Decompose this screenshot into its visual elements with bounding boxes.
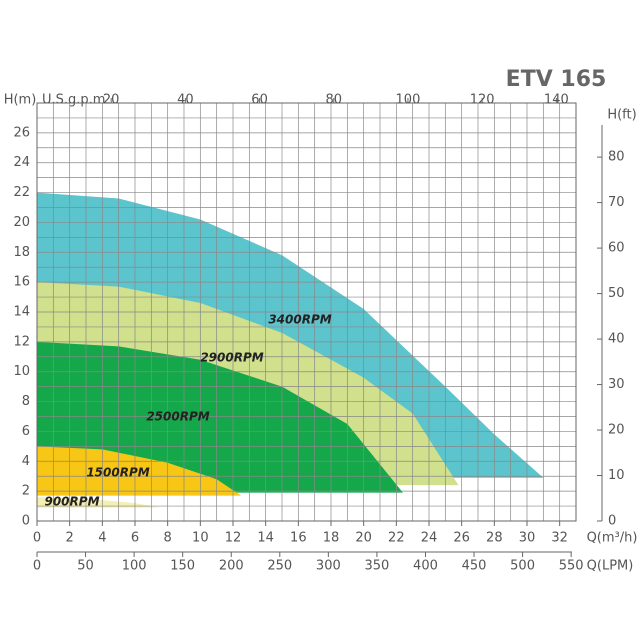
- x2-tick-label: 140: [544, 93, 569, 108]
- x-tick-label: 6: [131, 531, 139, 546]
- y2-tick-label: 50: [608, 286, 625, 301]
- y-tick-label: 14: [13, 305, 30, 320]
- x3-tick-label: 350: [364, 559, 389, 574]
- x-tick-label: 4: [98, 531, 106, 546]
- x2-tick-label: 20: [103, 93, 120, 108]
- y2-tick-label: 40: [608, 332, 625, 347]
- x3-tick-label: 250: [267, 559, 292, 574]
- y-tick-label: 18: [13, 245, 30, 260]
- x3-tick-label: 200: [219, 559, 244, 574]
- x3-tick-label: 300: [316, 559, 341, 574]
- x-tick-label: 18: [323, 531, 340, 546]
- y2-tick-label: 10: [608, 468, 625, 483]
- x3-tick-label: 400: [413, 559, 438, 574]
- y-tick-label: 24: [13, 155, 30, 170]
- y2-tick-label: 70: [608, 195, 625, 210]
- y2-tick-label: 20: [608, 423, 625, 438]
- x2-tick-label: 120: [470, 93, 495, 108]
- x2-tick-label: 100: [396, 93, 421, 108]
- y2-axis-label: H(ft): [607, 108, 636, 123]
- x-tick-label: 30: [519, 531, 536, 546]
- y-tick-label: 2: [22, 484, 30, 499]
- chart-title: ETV 165: [506, 67, 607, 92]
- x3-tick-label: 450: [462, 559, 487, 574]
- area: [37, 446, 242, 496]
- y-tick-label: 16: [13, 275, 30, 290]
- y-tick-label: 0: [22, 514, 30, 529]
- x-tick-label: 10: [192, 531, 209, 546]
- x3-tick-label: 500: [510, 559, 535, 574]
- x-tick-label: 16: [290, 531, 307, 546]
- x-tick-label: 32: [551, 531, 568, 546]
- x3-axis-label: Q(LPM): [587, 559, 634, 574]
- y-tick-label: 10: [13, 364, 30, 379]
- y2-tick-label: 30: [608, 377, 625, 392]
- y-tick-label: 6: [22, 424, 30, 439]
- x3-tick-label: 550: [559, 559, 584, 574]
- x3-tick-label: 100: [122, 559, 147, 574]
- series-label: 900RPM: [44, 495, 99, 509]
- y-tick-label: 4: [22, 454, 30, 469]
- area: [37, 497, 160, 508]
- x2-tick-label: 60: [251, 93, 268, 108]
- x2-axis-label: U.S.g.p.m: [42, 93, 105, 108]
- y2-tick-label: 80: [608, 150, 625, 165]
- grid: [36, 103, 576, 522]
- x2-tick-label: 80: [325, 93, 342, 108]
- x-tick-label: 0: [33, 531, 41, 546]
- series-label: 2500RPM: [146, 410, 209, 424]
- x-tick-label: 28: [486, 531, 503, 546]
- x3-tick-label: 50: [77, 559, 94, 574]
- x-tick-label: 26: [453, 531, 470, 546]
- y-tick-label: 26: [13, 125, 30, 140]
- x-tick-label: 8: [164, 531, 172, 546]
- x-tick-label: 22: [388, 531, 405, 546]
- y-tick-label: 8: [22, 394, 30, 409]
- x-axis-label: Q(m³/h): [587, 531, 638, 546]
- x-tick-label: 24: [421, 531, 438, 546]
- x-tick-label: 12: [225, 531, 242, 546]
- x3-tick-label: 0: [33, 559, 41, 574]
- y-axis-label: H(m): [4, 93, 37, 108]
- y-tick-label: 22: [13, 185, 30, 200]
- x-tick-label: 14: [257, 531, 274, 546]
- y-tick-label: 12: [13, 334, 30, 349]
- series-label: 1500RPM: [86, 466, 149, 480]
- x-tick-label: 20: [355, 531, 372, 546]
- series-label: 2900RPM: [200, 351, 263, 365]
- y2-tick-label: 0: [608, 514, 616, 529]
- x2-tick-label: 40: [177, 93, 194, 108]
- x3-tick-label: 150: [170, 559, 195, 574]
- y-tick-label: 20: [13, 215, 30, 230]
- series-label: 3400RPM: [268, 313, 331, 327]
- x-tick-label: 2: [66, 531, 74, 546]
- y2-tick-label: 60: [608, 241, 625, 256]
